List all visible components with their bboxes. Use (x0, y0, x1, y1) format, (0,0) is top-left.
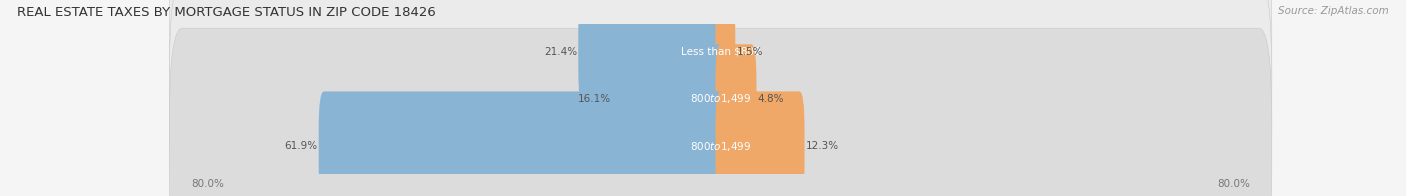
FancyBboxPatch shape (716, 91, 804, 196)
Text: 21.4%: 21.4% (544, 47, 576, 57)
FancyBboxPatch shape (169, 28, 1272, 196)
Text: Source: ZipAtlas.com: Source: ZipAtlas.com (1278, 6, 1389, 16)
FancyBboxPatch shape (716, 0, 735, 107)
FancyBboxPatch shape (169, 0, 1272, 196)
FancyBboxPatch shape (612, 44, 725, 154)
Text: Less than $800: Less than $800 (681, 47, 761, 57)
FancyBboxPatch shape (169, 0, 1272, 170)
FancyBboxPatch shape (319, 91, 725, 196)
Text: REAL ESTATE TAXES BY MORTGAGE STATUS IN ZIP CODE 18426: REAL ESTATE TAXES BY MORTGAGE STATUS IN … (17, 6, 436, 19)
FancyBboxPatch shape (578, 0, 725, 107)
Text: $800 to $1,499: $800 to $1,499 (690, 93, 751, 105)
Text: 12.3%: 12.3% (806, 141, 839, 151)
Text: 4.8%: 4.8% (758, 94, 785, 104)
Text: 1.5%: 1.5% (737, 47, 763, 57)
Text: 61.9%: 61.9% (284, 141, 318, 151)
Text: $800 to $1,499: $800 to $1,499 (690, 140, 751, 153)
FancyBboxPatch shape (716, 44, 756, 154)
Text: 16.1%: 16.1% (578, 94, 612, 104)
